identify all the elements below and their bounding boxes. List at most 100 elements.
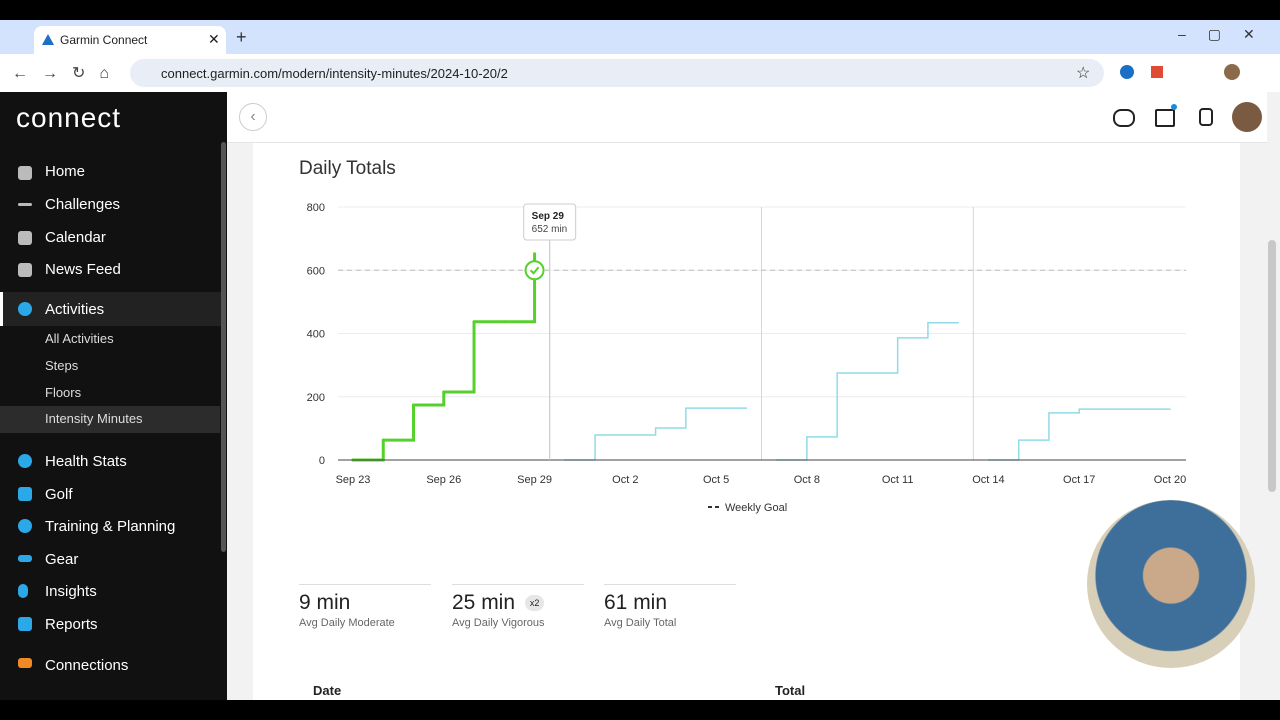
tab-close[interactable]: ✕ bbox=[208, 31, 220, 47]
icon bbox=[18, 555, 32, 562]
nav-item[interactable]: Reports bbox=[45, 616, 98, 633]
icon bbox=[18, 487, 32, 501]
nav-item[interactable]: Insights bbox=[45, 583, 97, 600]
x-tick-label: Oct 11 bbox=[882, 474, 914, 486]
profile-avatar[interactable] bbox=[1224, 64, 1240, 80]
line-step bbox=[654, 407, 687, 429]
device-icon[interactable] bbox=[1199, 108, 1213, 126]
line-step bbox=[775, 436, 808, 461]
tooltip bbox=[523, 203, 577, 241]
back-button[interactable]: ‹ bbox=[239, 103, 267, 131]
y-tick-label: 800 bbox=[307, 202, 325, 214]
nav-item[interactable]: Activities bbox=[45, 301, 105, 318]
nav-item[interactable]: Connections bbox=[45, 657, 129, 674]
sub-item[interactable]: All Activities bbox=[45, 331, 114, 346]
stat-label: Avg Daily Moderate bbox=[299, 617, 395, 629]
chart-title: Daily Totals bbox=[299, 158, 396, 179]
bookmark-star[interactable]: ☆ bbox=[1076, 65, 1091, 82]
icon bbox=[18, 231, 32, 245]
url: connect.garmin.com/modern/intensity-minu… bbox=[161, 66, 508, 81]
nav-item[interactable]: News Feed bbox=[45, 261, 121, 278]
tooltip-date: Sep 29 bbox=[532, 211, 565, 222]
line-step bbox=[1017, 412, 1050, 441]
y-tick-label: 600 bbox=[307, 265, 325, 277]
icon bbox=[18, 584, 28, 598]
goal-check bbox=[529, 266, 540, 275]
icon bbox=[18, 617, 32, 631]
sub-item[interactable]: Intensity Minutes bbox=[45, 411, 143, 426]
icon bbox=[18, 203, 32, 206]
browser-tab[interactable]: Garmin Connect ✕ bbox=[34, 26, 226, 54]
line-step bbox=[987, 439, 1020, 461]
scrollbar[interactable] bbox=[221, 142, 226, 552]
window-controls[interactable]: –▢✕ bbox=[1178, 26, 1277, 42]
nav-item[interactable]: Golf bbox=[45, 486, 73, 503]
line-step bbox=[381, 403, 416, 442]
badge: x2 bbox=[524, 595, 545, 612]
icon bbox=[18, 658, 32, 668]
x-tick-label: Oct 2 bbox=[612, 474, 638, 486]
user-avatar[interactable] bbox=[1232, 102, 1262, 132]
window-frame bbox=[0, 0, 1280, 20]
nav-item[interactable]: Challenges bbox=[45, 196, 121, 213]
icon bbox=[18, 519, 32, 533]
stat-value: 25 min x2 bbox=[452, 591, 584, 615]
nav-item[interactable]: Training & Planning bbox=[45, 518, 176, 535]
x-tick-label: Oct 17 bbox=[1063, 474, 1095, 486]
stat-value: 9 min bbox=[299, 591, 351, 614]
line-step bbox=[1048, 408, 1080, 414]
x-tick-label: Oct 14 bbox=[972, 474, 1004, 486]
upload-icon[interactable] bbox=[1113, 109, 1135, 127]
nav-item[interactable]: Gear bbox=[45, 551, 79, 568]
x-tick-label: Oct 5 bbox=[703, 474, 729, 486]
favicon bbox=[42, 34, 54, 45]
line-step bbox=[624, 427, 657, 436]
window-frame bbox=[0, 700, 1280, 720]
x-tick-label: Oct 8 bbox=[794, 474, 820, 486]
table-header: Total bbox=[775, 683, 806, 698]
active-item bbox=[0, 292, 223, 326]
icon bbox=[18, 454, 32, 468]
nav-item[interactable]: Calendar bbox=[45, 229, 106, 246]
line-step bbox=[442, 320, 476, 394]
notification-dot bbox=[1171, 104, 1177, 110]
sub-item[interactable]: Floors bbox=[45, 385, 82, 400]
inbox-icon[interactable] bbox=[1155, 109, 1175, 127]
content-card: Daily Totals bbox=[253, 143, 1240, 700]
line-step bbox=[896, 321, 929, 339]
icon bbox=[18, 166, 32, 180]
y-tick-label: 200 bbox=[307, 392, 325, 404]
y-tick-label: 0 bbox=[319, 455, 325, 467]
nav-item[interactable]: Health Stats bbox=[45, 453, 127, 470]
line-step bbox=[351, 438, 385, 462]
chart: 0 200 400 600 800 Sep 23 Sep 26 Sep 29 Oct 2 Oct … bbox=[307, 202, 1187, 514]
legend-label: Weekly Goal bbox=[725, 502, 787, 514]
webcam-overlay bbox=[1087, 500, 1255, 668]
extension-icon[interactable] bbox=[1120, 65, 1134, 79]
address-bar[interactable]: connect.garmin.com/modern/intensity-minu… bbox=[130, 59, 1104, 87]
extension-icon[interactable] bbox=[1151, 66, 1163, 78]
line-step bbox=[564, 434, 596, 461]
tooltip-value: 652 min bbox=[532, 224, 568, 235]
x-tick-label: Oct 20 bbox=[1154, 474, 1186, 486]
stat-label: Avg Daily Total bbox=[604, 617, 677, 629]
stat-value: 61 min bbox=[604, 591, 668, 614]
new-tab[interactable]: + bbox=[236, 27, 247, 47]
sub-item[interactable]: Steps bbox=[45, 358, 79, 373]
x-tick-label: Sep 29 bbox=[517, 474, 552, 486]
line-step bbox=[412, 390, 446, 407]
y-tick-label: 400 bbox=[307, 329, 325, 341]
icon bbox=[18, 302, 32, 316]
nav-item[interactable]: Home bbox=[45, 163, 86, 180]
nav-buttons[interactable]: ←→↻⌂ bbox=[12, 65, 124, 82]
table-header: Date bbox=[313, 683, 342, 698]
stat-value-text: 25 min bbox=[452, 591, 516, 614]
stat: 9 min Avg Daily Moderate bbox=[299, 584, 431, 629]
x-tick-label: Sep 26 bbox=[426, 474, 461, 486]
goal-marker bbox=[524, 260, 545, 281]
line-step bbox=[806, 372, 838, 438]
tab-title: Garmin Connect bbox=[60, 33, 148, 47]
logo[interactable]: connect bbox=[16, 102, 122, 133]
page-scrollbar[interactable] bbox=[1268, 240, 1276, 492]
